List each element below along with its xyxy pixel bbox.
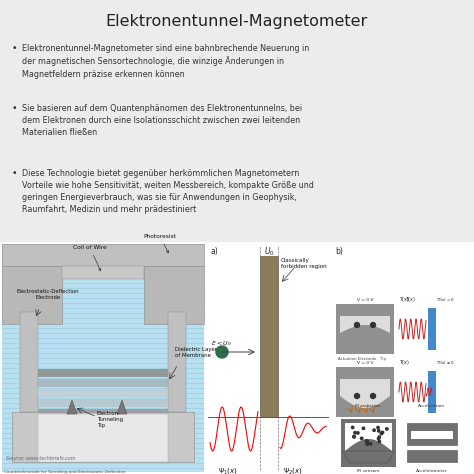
Text: Coil of Wire: Coil of Wire	[73, 245, 107, 271]
Circle shape	[369, 443, 372, 445]
Bar	[144, 266, 204, 324]
Bar	[2, 244, 204, 266]
Circle shape	[365, 440, 367, 442]
Text: Accelerometer: Accelerometer	[416, 469, 448, 473]
Text: $\Psi_2(x)$: $\Psi_2(x)$	[283, 465, 303, 474]
Circle shape	[355, 393, 359, 399]
Text: $T(x)$: $T(x)$	[399, 295, 410, 304]
Text: Actuation Electrode   Tip: Actuation Electrode Tip	[338, 357, 386, 361]
Text: Dielectric Layer
of Membrane: Dielectric Layer of Membrane	[175, 347, 217, 358]
Bar	[38, 409, 168, 417]
Text: •: •	[12, 104, 18, 113]
Text: IR radiation: IR radiation	[356, 404, 381, 408]
Text: V = 0 V: V = 0 V	[357, 298, 373, 302]
Bar	[407, 450, 457, 462]
Bar	[38, 414, 168, 462]
Bar	[38, 369, 168, 377]
Circle shape	[380, 432, 383, 435]
Bar	[0, 242, 474, 474]
Circle shape	[378, 440, 381, 443]
Bar	[20, 312, 38, 412]
Bar	[12, 412, 194, 462]
Bar	[428, 371, 436, 413]
Circle shape	[355, 322, 359, 328]
Text: Source: www.techbriefs.com: Source: www.techbriefs.com	[6, 456, 75, 461]
Text: V = 0 V: V = 0 V	[357, 361, 373, 365]
Text: $E < U_0$: $E < U_0$	[211, 339, 232, 348]
Bar	[62, 266, 144, 279]
Circle shape	[373, 429, 375, 431]
Circle shape	[366, 440, 368, 443]
Text: $T_0(x)=0$: $T_0(x)=0$	[436, 296, 455, 304]
Text: $T(x)$: $T(x)$	[399, 358, 410, 367]
Polygon shape	[67, 400, 77, 414]
Text: Classically
forbidden region: Classically forbidden region	[281, 258, 327, 269]
Bar	[411, 431, 453, 439]
Circle shape	[216, 346, 228, 358]
Bar	[336, 304, 394, 354]
Bar	[407, 423, 457, 445]
Text: $T(x)$: $T(x)$	[405, 295, 417, 304]
Circle shape	[377, 427, 379, 429]
Circle shape	[353, 435, 356, 438]
Bar	[38, 399, 168, 407]
Bar	[208, 244, 328, 472]
Text: Elektronentunnel-Magnetometer sind eine bahnbrechende Neuerung in
der magnetisch: Elektronentunnel-Magnetometer sind eine …	[22, 44, 309, 79]
Text: Diese Technologie bietet gegenüber herkömmlichen Magnetometern
Vorteile wie hohe: Diese Technologie bietet gegenüber herkö…	[22, 169, 314, 214]
Text: •: •	[12, 44, 18, 53]
Text: Photoresist: Photoresist	[144, 234, 176, 253]
Circle shape	[386, 428, 388, 430]
Polygon shape	[117, 400, 127, 414]
Text: Counterelectrode for Tunneling and Electrostatic Deflection: Counterelectrode for Tunneling and Elect…	[4, 470, 126, 474]
Text: $U_0$: $U_0$	[264, 246, 274, 258]
Bar	[403, 419, 461, 467]
Bar	[428, 308, 436, 350]
Bar	[341, 419, 396, 467]
Circle shape	[371, 393, 375, 399]
Text: Elektronentunnel-Magnetometer: Elektronentunnel-Magnetometer	[106, 14, 368, 29]
Text: •: •	[12, 169, 18, 178]
Text: IR sensors: IR sensors	[357, 469, 379, 473]
Bar	[38, 389, 168, 397]
Bar	[2, 244, 204, 472]
Circle shape	[371, 322, 375, 328]
Circle shape	[381, 431, 383, 434]
Bar	[333, 244, 472, 472]
Bar	[260, 256, 278, 417]
Text: Sie basieren auf dem Quantenphänomen des Elektronentunnelns, bei
dem Elektronen : Sie basieren auf dem Quantenphänomen des…	[22, 104, 302, 137]
Text: Acceleration: Acceleration	[419, 404, 446, 408]
Circle shape	[356, 432, 359, 434]
Text: $T_0(x)\neq 0$: $T_0(x)\neq 0$	[436, 359, 455, 366]
Text: b): b)	[335, 247, 343, 256]
Text: a): a)	[211, 247, 219, 256]
Circle shape	[362, 427, 365, 429]
Bar	[38, 379, 168, 387]
Circle shape	[366, 443, 368, 446]
Bar	[168, 312, 186, 412]
Text: Electrostatic-Deflection
Electrode: Electrostatic-Deflection Electrode	[17, 289, 79, 300]
Circle shape	[354, 431, 356, 434]
Circle shape	[377, 438, 380, 440]
Text: Electron-
Tunneling
Tip: Electron- Tunneling Tip	[97, 410, 123, 428]
Text: $\Psi_1(x)$: $\Psi_1(x)$	[218, 465, 238, 474]
Circle shape	[352, 426, 354, 428]
Bar	[336, 367, 394, 417]
Circle shape	[377, 429, 380, 432]
Polygon shape	[343, 451, 394, 463]
Circle shape	[361, 437, 363, 439]
Circle shape	[378, 436, 380, 438]
Circle shape	[353, 436, 355, 438]
Bar	[2, 266, 62, 324]
